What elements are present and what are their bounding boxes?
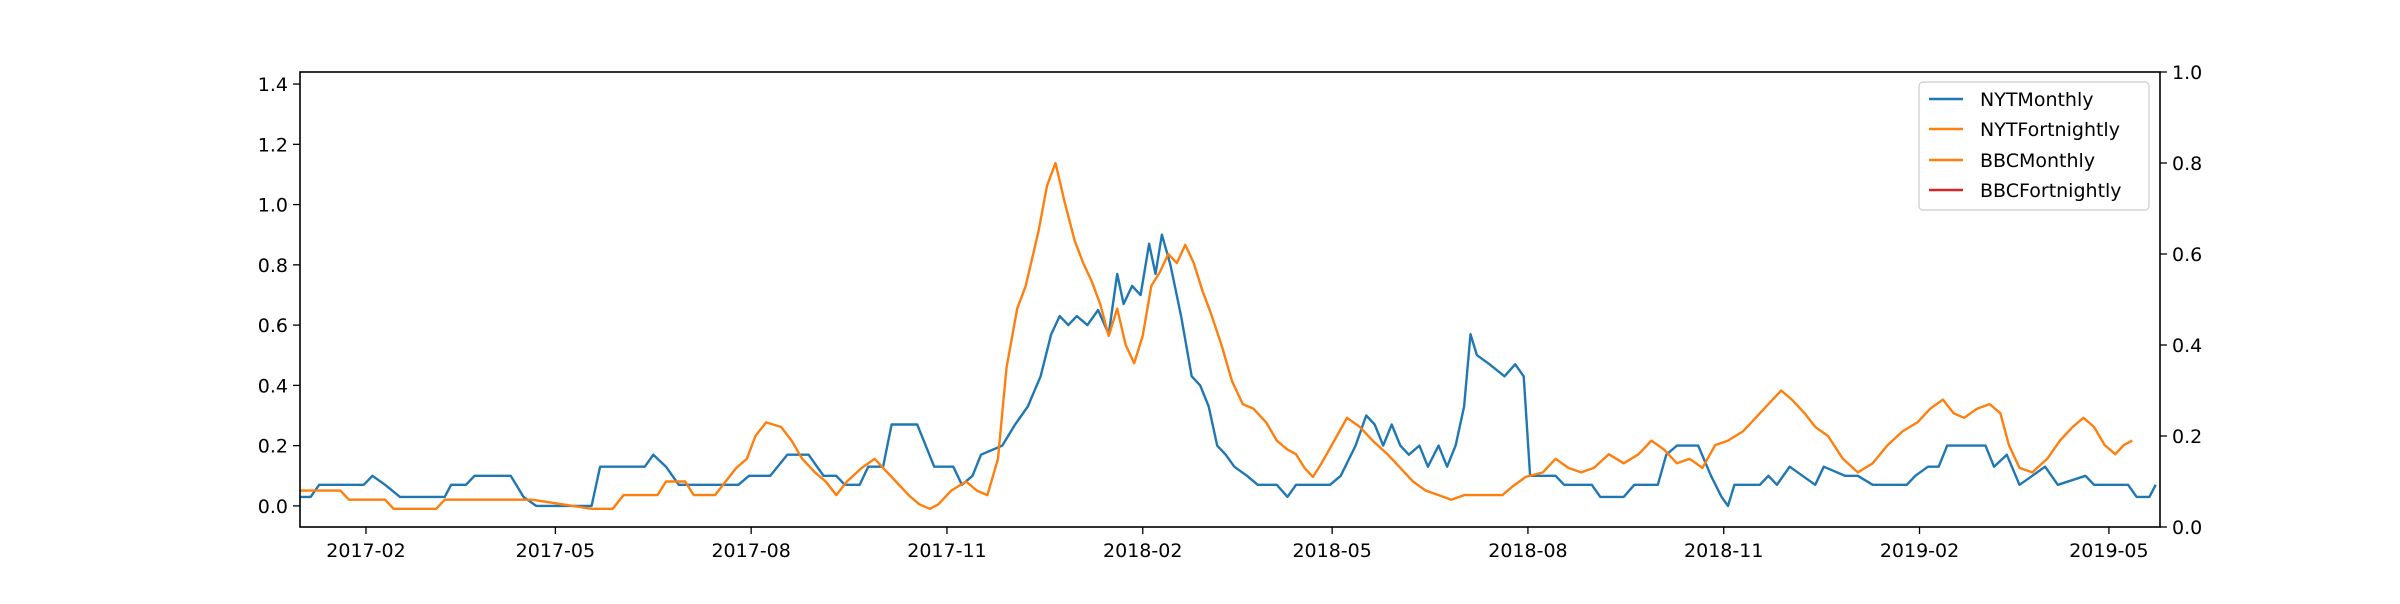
- y-right-tick-label: 0.2: [2172, 426, 2202, 448]
- series-line-nytmonthly: [300, 233, 2157, 508]
- y-left-tick-label: 1.4: [258, 74, 288, 96]
- legend-box: [1918, 81, 2150, 211]
- y-left-tick-label: 0.6: [258, 315, 288, 337]
- y-right-tick-label: 0.8: [2172, 153, 2202, 175]
- plot-lines: [300, 161, 2157, 510]
- x-axis: 2017-02 2017-05 2017-08 2017-11 2018-02 2018-…: [326, 527, 2149, 562]
- y-left-tick-label: 0.4: [258, 375, 288, 397]
- x-tick-label: 2019-05: [2069, 540, 2148, 562]
- x-tick-label: 2017-11: [907, 540, 986, 562]
- y-right-tick-label: 0.6: [2172, 244, 2202, 266]
- plot-frame: [299, 71, 2161, 528]
- y-left-tick-label: 0.8: [258, 255, 288, 277]
- x-tick-label: 2018-08: [1488, 540, 1567, 562]
- legend: NYTMonthly NYTFortnightly BBCMonthly BBC…: [1918, 81, 2150, 211]
- y-left-tick-label: 0.2: [258, 436, 288, 458]
- legend-label-bbcmonthly: BBCMonthly: [1980, 150, 2095, 172]
- x-tick-label: 2017-05: [516, 540, 595, 562]
- y-left-tick-label: 1.0: [258, 195, 288, 217]
- legend-label-nytmonthly: NYTMonthly: [1980, 89, 2094, 111]
- x-tick-label: 2017-02: [326, 540, 405, 562]
- y-left-tick-label: 1.2: [258, 134, 288, 156]
- legend-label-nytfortnightly: NYTFortnightly: [1980, 119, 2120, 141]
- y-left-tick-label: 0.0: [258, 496, 288, 518]
- y-right-tick-label: 0.4: [2172, 335, 2202, 357]
- y-axis-right: 0.0 0.2 0.4 0.6 0.8 1.0: [2160, 62, 2202, 539]
- x-tick-label: 2017-08: [711, 540, 790, 562]
- x-tick-label: 2018-05: [1292, 540, 1371, 562]
- legend-label-bbcfortnightly: BBCFortnightly: [1980, 180, 2122, 202]
- x-tick-label: 2018-11: [1684, 540, 1763, 562]
- x-tick-label: 2018-02: [1103, 540, 1182, 562]
- y-right-tick-label: 0.0: [2172, 517, 2202, 539]
- y-axis-left: 0.0 0.2 0.4 0.6 0.8 1.0 1.2 1.4: [258, 74, 300, 518]
- series-line-nytfortnightly: [300, 161, 2133, 510]
- y-right-tick-label: 1.0: [2172, 62, 2202, 84]
- x-tick-label: 2019-02: [1880, 540, 1959, 562]
